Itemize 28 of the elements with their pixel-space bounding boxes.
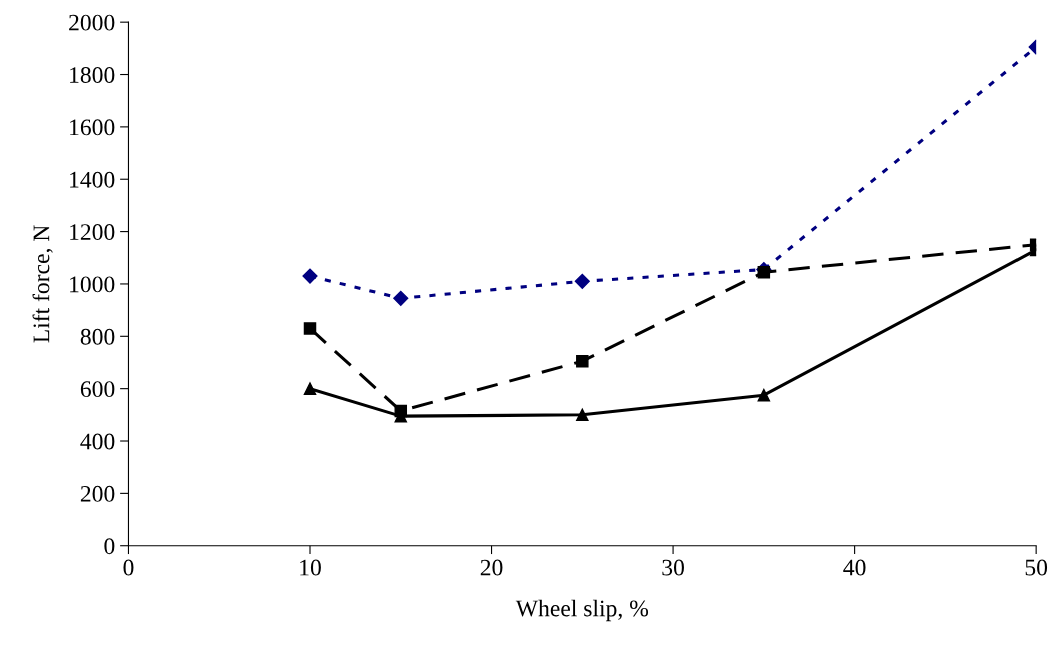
x-axis-title: Wheel slip, % <box>515 599 649 622</box>
point <box>574 273 590 289</box>
x-tick-label: 20 <box>480 559 503 576</box>
point <box>576 408 589 422</box>
y-tick-label: 0 <box>104 538 115 555</box>
y-axis-title: Lift force, N <box>32 225 53 343</box>
point <box>302 268 318 284</box>
y-tick-label: 200 <box>80 485 115 502</box>
y-tick-label: 1000 <box>70 276 115 293</box>
y-tick-label: 600 <box>80 381 115 398</box>
x-tick-label: 50 <box>1025 559 1048 576</box>
y-tick-label: 400 <box>80 433 115 450</box>
y-tick-label: 800 <box>80 328 115 345</box>
x-tick-label: 30 <box>662 559 684 576</box>
y-tick-label: 2000 <box>69 14 115 31</box>
point <box>576 354 589 368</box>
x-tick-label: 0 <box>123 559 134 576</box>
y-tick-label: 1400 <box>70 171 115 188</box>
point <box>757 388 771 402</box>
y-tick-label: 1600 <box>70 119 115 136</box>
point <box>393 290 409 306</box>
y-tick-label: 1800 <box>70 67 115 83</box>
y-tick-label: 1200 <box>70 224 115 241</box>
x-tick-label: 40 <box>843 559 866 576</box>
point <box>303 322 317 335</box>
x-tick-label: 10 <box>300 559 321 576</box>
point <box>303 382 317 395</box>
point <box>757 265 771 279</box>
